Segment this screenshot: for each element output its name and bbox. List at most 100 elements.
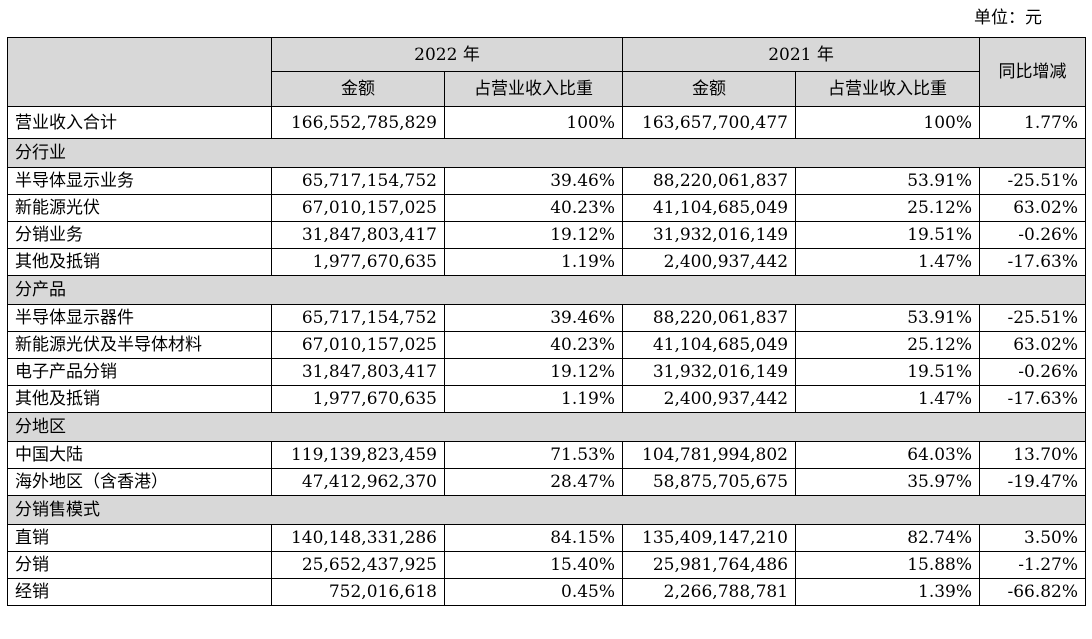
section-title: 分销售模式	[6, 495, 1087, 525]
row-yoy: -25.51%	[979, 304, 1087, 332]
row-amount-2021: 31,932,016,149	[622, 358, 797, 386]
row-amount-2021: 25,981,764,486	[622, 551, 797, 579]
row-share-2022: 40.23%	[443, 194, 624, 222]
total-share-2022: 100%	[443, 106, 624, 139]
row-share-2021: 1.39%	[795, 578, 981, 606]
row-amount-2021: 2,400,937,442	[622, 248, 797, 276]
row-label: 中国大陆	[7, 441, 272, 469]
row-yoy: 3.50%	[979, 524, 1087, 552]
table-row: 其他及抵销 1,977,670,635 1.19% 2,400,937,442 1.47…	[7, 248, 1087, 276]
table-row: 半导体显示器件 65,717,154,752 39.46% 88,220,061,83…	[7, 304, 1087, 332]
row-amount-2021: 104,781,994,802	[622, 441, 797, 469]
header-share-2022: 占营业收入比重	[443, 71, 624, 107]
row-amount-2021: 58,875,705,675	[622, 468, 797, 496]
table-row: 电子产品分销 31,847,803,417 19.12% 31,932,016,149…	[7, 358, 1087, 386]
row-amount-2021: 41,104,685,049	[622, 331, 797, 359]
row-yoy: -25.51%	[979, 167, 1087, 195]
header-blank-cell	[7, 37, 272, 107]
row-label: 海外地区（含香港）	[7, 468, 272, 496]
row-yoy: -1.27%	[979, 551, 1087, 579]
row-yoy: -0.26%	[979, 221, 1087, 249]
row-amount-2021: 2,266,788,781	[622, 578, 797, 606]
row-label: 新能源光伏及半导体材料	[7, 331, 272, 359]
header-share-2021: 占营业收入比重	[795, 71, 981, 107]
row-share-2021: 25.12%	[795, 331, 981, 359]
row-yoy: -17.63%	[979, 248, 1087, 276]
total-row: 营业收入合计 166,552,785,829 100% 163,657,700,…	[7, 106, 1087, 139]
row-share-2022: 71.53%	[443, 441, 624, 469]
section-header-row: 分地区	[6, 412, 1087, 442]
row-share-2022: 39.46%	[443, 167, 624, 195]
row-yoy: -66.82%	[979, 578, 1087, 606]
unit-label: 单位：元	[974, 8, 1042, 28]
row-yoy: 13.70%	[979, 441, 1087, 469]
row-amount-2021: 88,220,061,837	[622, 304, 797, 332]
row-amount-2022: 31,847,803,417	[271, 358, 445, 386]
row-yoy: 63.02%	[979, 194, 1087, 222]
row-label: 直销	[7, 524, 272, 552]
row-amount-2022: 65,717,154,752	[271, 304, 445, 332]
row-share-2022: 19.12%	[443, 358, 624, 386]
row-share-2021: 53.91%	[795, 304, 981, 332]
section-header-row: 分产品	[6, 275, 1087, 305]
row-share-2022: 1.19%	[443, 248, 624, 276]
row-share-2022: 39.46%	[443, 304, 624, 332]
row-share-2022: 40.23%	[443, 331, 624, 359]
total-yoy: 1.77%	[979, 106, 1087, 139]
row-label: 半导体显示业务	[7, 167, 272, 195]
row-amount-2022: 140,148,331,286	[271, 524, 445, 552]
table-row: 新能源光伏及半导体材料 67,010,157,025 40.23% 41,104,68…	[7, 331, 1087, 359]
table-row: 其他及抵销 1,977,670,635 1.19% 2,400,937,442 1.47…	[7, 385, 1087, 413]
row-share-2021: 15.88%	[795, 551, 981, 579]
section-title: 分行业	[6, 138, 1087, 168]
total-share-2021: 100%	[795, 106, 981, 139]
header-year-2021: 2021 年	[622, 37, 981, 72]
row-share-2021: 64.03%	[795, 441, 981, 469]
row-amount-2021: 31,932,016,149	[622, 221, 797, 249]
row-label: 其他及抵销	[7, 385, 272, 413]
row-share-2021: 25.12%	[795, 194, 981, 222]
row-amount-2021: 2,400,937,442	[622, 385, 797, 413]
row-share-2021: 19.51%	[795, 358, 981, 386]
row-label: 分销业务	[7, 221, 272, 249]
section-title: 分地区	[6, 412, 1087, 442]
row-share-2022: 1.19%	[443, 385, 624, 413]
table-row: 新能源光伏 67,010,157,025 40.23% 41,104,685,049 2…	[7, 194, 1087, 222]
section-title: 分产品	[6, 275, 1087, 305]
row-label: 其他及抵销	[7, 248, 272, 276]
row-amount-2022: 65,717,154,752	[271, 167, 445, 195]
row-label: 半导体显示器件	[7, 304, 272, 332]
row-yoy: -17.63%	[979, 385, 1087, 413]
row-amount-2022: 31,847,803,417	[271, 221, 445, 249]
row-share-2022: 0.45%	[443, 578, 624, 606]
table-row: 经销 752,016,618 0.45% 2,266,788,781 1.39% -66.…	[7, 578, 1087, 606]
row-amount-2022: 67,010,157,025	[271, 331, 445, 359]
header-amount-2022: 金额	[271, 71, 445, 107]
row-share-2021: 1.47%	[795, 248, 981, 276]
row-label: 电子产品分销	[7, 358, 272, 386]
row-share-2021: 82.74%	[795, 524, 981, 552]
row-amount-2021: 88,220,061,837	[622, 167, 797, 195]
header-yoy: 同比增减	[979, 37, 1087, 107]
row-amount-2022: 119,139,823,459	[271, 441, 445, 469]
row-yoy: 63.02%	[979, 331, 1087, 359]
section-header-row: 分销售模式	[6, 495, 1087, 525]
header-year-2022: 2022 年	[270, 37, 624, 72]
row-share-2021: 19.51%	[795, 221, 981, 249]
row-amount-2021: 41,104,685,049	[622, 194, 797, 222]
row-share-2021: 35.97%	[795, 468, 981, 496]
table-row: 海外地区（含香港） 47,412,962,370 28.47% 58,875,705,…	[7, 468, 1087, 496]
row-share-2022: 15.40%	[443, 551, 624, 579]
table-row: 中国大陆 119,139,823,459 71.53% 104,781,994,802…	[7, 441, 1087, 469]
row-amount-2022: 47,412,962,370	[271, 468, 445, 496]
table-row: 直销 140,148,331,286 84.15% 135,409,147,210 82…	[7, 524, 1087, 552]
table-row: 分销业务 31,847,803,417 19.12% 31,932,016,149 19…	[7, 221, 1087, 249]
row-amount-2022: 752,016,618	[271, 578, 445, 606]
row-amount-2022: 1,977,670,635	[271, 385, 445, 413]
row-label: 分销	[7, 551, 272, 579]
row-label: 新能源光伏	[7, 194, 272, 222]
row-amount-2021: 135,409,147,210	[622, 524, 797, 552]
table-row: 分销 25,652,437,925 15.40% 25,981,764,486 15.8…	[7, 551, 1087, 579]
total-label: 营业收入合计	[7, 106, 272, 139]
row-amount-2022: 1,977,670,635	[271, 248, 445, 276]
